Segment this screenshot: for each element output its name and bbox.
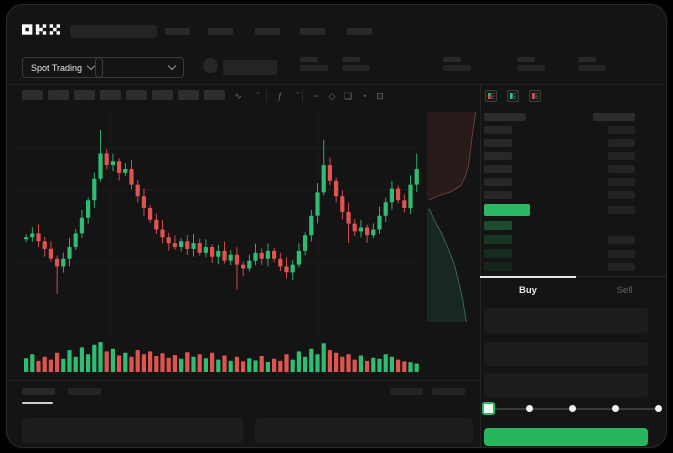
timeframe-skeleton[interactable] bbox=[204, 90, 225, 100]
tab-sell-label: Sell bbox=[616, 284, 633, 296]
orderbook-ask-row[interactable] bbox=[484, 139, 512, 147]
line-tool-icon[interactable]: ~ bbox=[313, 91, 319, 101]
toolbar-divider bbox=[266, 90, 267, 102]
orderbook-bid-size bbox=[608, 236, 635, 244]
last-price-badge bbox=[484, 204, 530, 216]
timeframe-skeleton[interactable] bbox=[152, 90, 173, 100]
orders-list-skeleton bbox=[255, 418, 473, 443]
orderbook-ask-row[interactable] bbox=[484, 178, 512, 186]
chevron-down-icon bbox=[167, 61, 177, 71]
orderbook-bid-row[interactable] bbox=[484, 249, 512, 258]
orderbook-bid-row[interactable] bbox=[484, 221, 512, 230]
orderbook-ask-row[interactable] bbox=[484, 126, 512, 134]
orderbook-bid-size bbox=[608, 263, 635, 271]
tab-buy-label: Buy bbox=[519, 284, 537, 296]
timeframe-skeleton[interactable] bbox=[100, 90, 121, 100]
stat-label-skeleton bbox=[300, 57, 318, 62]
stat-value-skeleton bbox=[300, 65, 328, 71]
brand-subtitle-skeleton bbox=[70, 25, 157, 38]
timeframe-skeleton[interactable] bbox=[48, 90, 69, 100]
price-chart[interactable] bbox=[17, 110, 419, 375]
orderbook-ask-size bbox=[608, 152, 635, 160]
orderbook-ask-size bbox=[608, 139, 635, 147]
stat-label-skeleton bbox=[342, 57, 360, 62]
stat-label-skeleton bbox=[517, 57, 535, 62]
orderbook-bid-row[interactable] bbox=[484, 262, 512, 271]
orderbook-header-skeleton bbox=[593, 113, 635, 121]
depth-thumbnail[interactable] bbox=[427, 111, 480, 323]
indicators-icon[interactable]: ƒ bbox=[277, 91, 283, 101]
slider-step-dot[interactable] bbox=[655, 405, 662, 412]
orderbook-bid-size bbox=[608, 250, 635, 258]
timeframe-skeleton[interactable] bbox=[74, 90, 95, 100]
market-type-selector[interactable]: Spot Trading bbox=[22, 57, 104, 78]
indicators-chevron-icon[interactable]: ˇ bbox=[296, 91, 300, 101]
buy-submit-button[interactable] bbox=[484, 428, 648, 446]
nav-item-skeleton bbox=[165, 28, 190, 35]
stat-value-skeleton bbox=[578, 65, 606, 71]
timeframe-skeleton[interactable] bbox=[126, 90, 147, 100]
orderbook-ask-size bbox=[608, 178, 635, 186]
pair-selector[interactable] bbox=[95, 57, 184, 78]
nav-item-skeleton bbox=[347, 28, 372, 35]
nav-item-skeleton bbox=[208, 28, 233, 35]
interval-chevron-icon[interactable]: ˇ bbox=[256, 91, 260, 101]
toolbar-divider bbox=[302, 90, 303, 102]
slider-step-dot[interactable] bbox=[569, 405, 576, 412]
bottom-tab-active-skeleton[interactable] bbox=[22, 388, 55, 395]
orderbook-bids-view-icon[interactable] bbox=[507, 90, 519, 102]
stat-label-skeleton bbox=[578, 57, 596, 62]
orders-list-skeleton bbox=[22, 418, 243, 443]
orderbook-ask-row[interactable] bbox=[484, 165, 512, 173]
nav-item-skeleton bbox=[300, 28, 325, 35]
market-type-label: Spot Trading bbox=[31, 62, 83, 73]
history-icon[interactable]: ◔ bbox=[361, 91, 367, 101]
bottom-tab-skeleton[interactable] bbox=[68, 388, 101, 395]
pair-logo-avatar[interactable] bbox=[203, 58, 218, 73]
okx-logo bbox=[22, 24, 60, 35]
tab-buy[interactable]: Buy bbox=[480, 276, 576, 302]
order-amount-input[interactable] bbox=[484, 342, 648, 366]
bottom-action-skeleton[interactable] bbox=[390, 388, 423, 395]
bottom-tab-indicator bbox=[22, 402, 53, 404]
app-window: Spot Trading ∿ ˇ ƒ ˇ ~ ◇ ❏ ◔ ⊡ Buy bbox=[7, 5, 666, 447]
fullscreen-icon[interactable]: ⊡ bbox=[376, 91, 384, 101]
orderbook-ask-size bbox=[608, 126, 635, 134]
timeframe-skeleton[interactable] bbox=[22, 90, 43, 100]
orderbook-ask-row[interactable] bbox=[484, 152, 512, 160]
nav-item-skeleton bbox=[255, 28, 280, 35]
orderbook-row-size bbox=[608, 206, 635, 214]
stat-value-skeleton bbox=[342, 65, 370, 71]
orderbook-asks-view-icon[interactable] bbox=[529, 90, 541, 102]
slider-step-dot[interactable] bbox=[526, 405, 533, 412]
screenshot-icon[interactable]: ❏ bbox=[343, 91, 353, 101]
bottom-action-skeleton[interactable] bbox=[432, 388, 465, 395]
timeframe-skeleton[interactable] bbox=[178, 90, 199, 100]
orderbook-combined-view-icon[interactable] bbox=[485, 90, 497, 102]
draw-tool-icon[interactable]: ◇ bbox=[328, 91, 336, 101]
stat-value-skeleton bbox=[443, 65, 471, 71]
orderbook-ask-row[interactable] bbox=[484, 191, 512, 199]
orderbook-ask-size bbox=[608, 191, 635, 199]
orderbook-bid-row[interactable] bbox=[484, 235, 512, 244]
pair-name-skeleton bbox=[223, 60, 277, 75]
orderbook-header-skeleton bbox=[484, 113, 526, 121]
order-total-input[interactable] bbox=[484, 373, 648, 397]
stat-label-skeleton bbox=[443, 57, 461, 62]
candle-style-icon[interactable]: ∿ bbox=[234, 91, 242, 101]
order-price-input[interactable] bbox=[484, 308, 648, 333]
slider-step-dot[interactable] bbox=[612, 405, 619, 412]
tab-sell[interactable]: Sell bbox=[576, 276, 666, 302]
orderbook-ask-size bbox=[608, 165, 635, 173]
stat-value-skeleton bbox=[517, 65, 545, 71]
slider-handle[interactable] bbox=[482, 402, 495, 415]
